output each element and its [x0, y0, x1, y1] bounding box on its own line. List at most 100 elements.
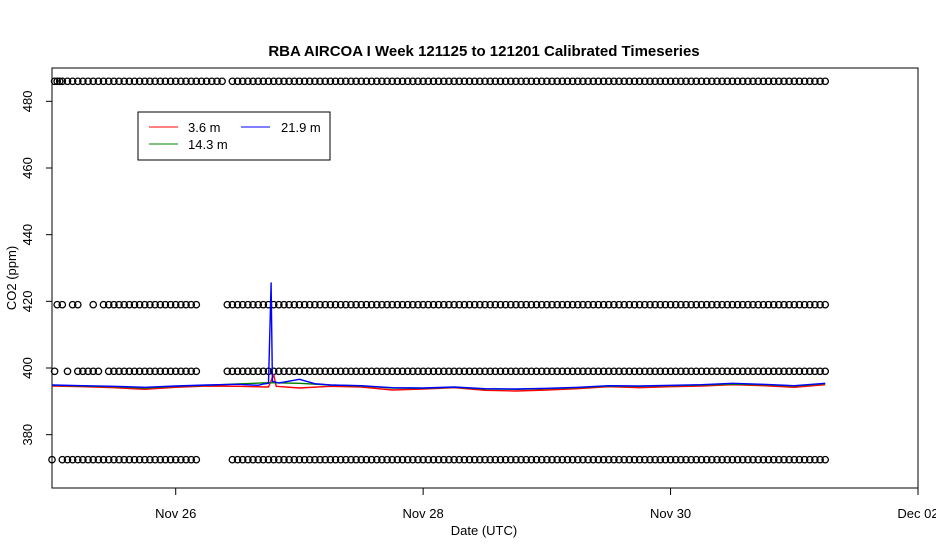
sample-marker — [450, 455, 458, 464]
sample-marker — [718, 455, 726, 464]
sample-marker — [723, 455, 732, 464]
sample-marker — [450, 367, 458, 376]
y-axis-label: CO2 (ppm) — [4, 246, 19, 310]
sample-marker — [228, 77, 237, 86]
sample-marker — [192, 300, 201, 309]
sample-marker — [517, 367, 525, 376]
sample-marker — [692, 455, 701, 464]
sample-marker — [543, 455, 551, 464]
sample-marker — [584, 367, 592, 376]
sample-marker — [749, 300, 757, 309]
sample-marker — [821, 455, 830, 464]
sample-marker — [558, 300, 567, 309]
sample-marker — [615, 77, 623, 86]
sample-marker — [475, 455, 484, 464]
sample-marker — [816, 455, 824, 464]
sample-marker — [182, 367, 190, 376]
sample-marker — [439, 367, 448, 376]
sample-marker — [187, 367, 196, 376]
sample-marker — [687, 367, 696, 376]
sample-marker — [517, 77, 525, 86]
sample-marker — [568, 77, 577, 86]
sample-marker — [300, 77, 309, 86]
sample-marker — [579, 77, 587, 86]
sample-marker — [635, 300, 644, 309]
sample-marker — [816, 300, 824, 309]
sample-marker — [615, 300, 623, 309]
sample-marker — [445, 367, 453, 376]
sample-marker — [749, 367, 757, 376]
sample-marker — [151, 367, 159, 376]
sample-marker — [774, 367, 783, 376]
sample-marker — [408, 300, 417, 309]
sample-marker — [795, 367, 804, 376]
sample-marker — [769, 367, 778, 376]
sample-marker — [280, 455, 288, 464]
sample-marker — [537, 300, 546, 309]
sample-marker — [264, 77, 273, 86]
sample-marker — [73, 77, 82, 86]
sample-marker — [687, 455, 696, 464]
sample-marker — [408, 77, 417, 86]
sample-marker — [682, 455, 690, 464]
sample-marker — [321, 300, 330, 309]
sample-marker — [491, 77, 500, 86]
sample-marker — [460, 367, 469, 376]
sample-marker — [228, 455, 237, 464]
sample-marker — [280, 367, 288, 376]
sample-marker — [707, 455, 716, 464]
sample-marker — [635, 455, 644, 464]
sample-marker — [130, 455, 139, 464]
sample-marker — [548, 300, 556, 309]
sample-marker — [780, 367, 788, 376]
sample-marker — [187, 300, 196, 309]
sample-marker — [192, 367, 201, 376]
sample-marker — [182, 300, 190, 309]
sample-marker — [646, 77, 654, 86]
sample-marker — [455, 77, 464, 86]
sample-marker — [584, 455, 592, 464]
sample-marker — [733, 77, 742, 86]
sample-marker — [625, 455, 634, 464]
sample-marker — [336, 455, 345, 464]
sample-marker — [465, 77, 474, 86]
sample-marker — [738, 367, 747, 376]
sample-marker — [244, 455, 252, 464]
sample-marker — [99, 77, 108, 86]
sample-marker — [769, 300, 778, 309]
sample-marker — [744, 455, 752, 464]
sample-marker — [305, 77, 314, 86]
sample-marker — [455, 455, 464, 464]
sample-marker — [666, 77, 675, 86]
sample-marker — [156, 455, 165, 464]
sample-marker — [331, 367, 340, 376]
sample-marker — [393, 77, 402, 86]
sample-marker — [403, 455, 412, 464]
sample-marker — [249, 367, 257, 376]
sample-marker — [522, 367, 531, 376]
sample-marker — [506, 77, 515, 86]
sample-marker — [135, 455, 144, 464]
sample-marker — [563, 77, 572, 86]
sample-marker — [713, 455, 721, 464]
sample-marker — [543, 77, 551, 86]
sample-markers — [48, 77, 830, 464]
sample-marker — [120, 455, 129, 464]
sample-marker — [171, 367, 180, 376]
sample-marker — [682, 367, 690, 376]
sample-marker — [104, 367, 113, 376]
sample-marker — [68, 300, 77, 309]
sample-marker — [352, 367, 360, 376]
sample-marker — [166, 300, 175, 309]
sample-marker — [527, 367, 536, 376]
sample-marker — [589, 77, 598, 86]
sample-marker — [58, 455, 67, 464]
sample-marker — [548, 367, 556, 376]
sample-marker — [537, 77, 546, 86]
sample-marker — [264, 455, 273, 464]
sample-marker — [177, 367, 185, 376]
sample-marker — [646, 455, 654, 464]
sample-marker — [604, 367, 613, 376]
sample-marker — [151, 77, 159, 86]
